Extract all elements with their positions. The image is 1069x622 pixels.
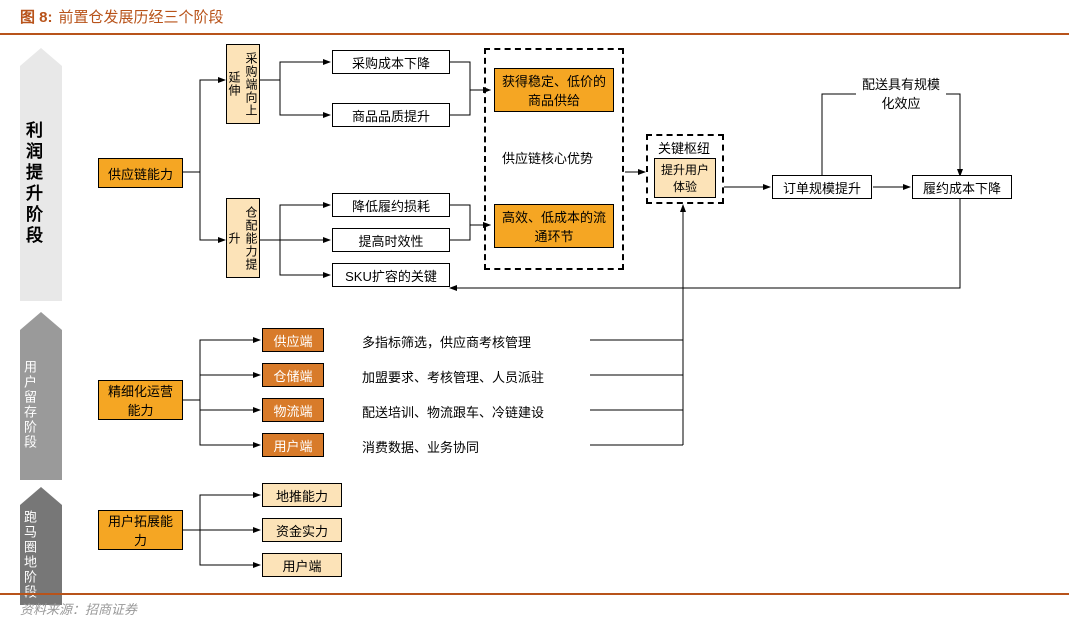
- node-order-up: 订单规模提升: [772, 175, 872, 199]
- stage-profit-label: 利润提升阶段: [20, 66, 45, 301]
- stage-profit: 利润提升阶段: [20, 66, 62, 301]
- desc-store: 加盟要求、考核管理、人员派驻: [360, 367, 546, 386]
- node-store-end: 仓储端: [262, 363, 324, 387]
- node-time-up: 提高时效性: [332, 228, 450, 252]
- label-key-hub: 关键枢纽: [656, 138, 712, 157]
- desc-supply: 多指标筛选，供应商考核管理: [360, 332, 533, 351]
- stage-expansion-label: 跑马圈地阶段: [20, 505, 39, 605]
- node-user-end2: 用户端: [262, 553, 342, 577]
- source-attribution: 资料来源：招商证券: [0, 593, 1069, 622]
- node-capital: 资金实力: [262, 518, 342, 542]
- node-fulfil-down: 履约成本下降: [912, 175, 1012, 199]
- node-efficient-flow: 高效、低成本的流通环节: [494, 204, 614, 248]
- node-ground: 地推能力: [262, 483, 342, 507]
- title-text: 前置仓发展历经三个阶段: [59, 6, 224, 27]
- node-quality-up: 商品品质提升: [332, 103, 450, 127]
- label-core-adv: 供应链核心优势: [500, 148, 595, 167]
- label-deliver-scale: 配送具有规模化效应: [856, 74, 946, 112]
- node-supply-end: 供应端: [262, 328, 324, 352]
- node-procure-up: 采购端向上延伸: [226, 44, 260, 124]
- diagram-canvas: 利润提升阶段 用户留存阶段 跑马圈地阶段: [0, 30, 1069, 596]
- desc-user: 消费数据、业务协同: [360, 437, 481, 456]
- node-user-end: 用户端: [262, 433, 324, 457]
- node-user-expand: 用户拓展能力: [98, 510, 183, 550]
- node-fine-ops: 精细化运营能力: [98, 380, 183, 420]
- desc-logis: 配送培训、物流跟车、冷链建设: [360, 402, 546, 421]
- stage-retention-label: 用户留存阶段: [20, 330, 39, 480]
- stage-expansion: 跑马圈地阶段: [20, 505, 62, 605]
- title-prefix: 图 8:: [20, 6, 53, 27]
- node-supply-chain: 供应链能力: [98, 158, 183, 188]
- node-ux-up: 提升用户体验: [654, 158, 716, 198]
- stage-retention: 用户留存阶段: [20, 330, 62, 480]
- node-logis-end: 物流端: [262, 398, 324, 422]
- node-sku-key: SKU扩容的关键: [332, 263, 450, 287]
- node-cost-down: 采购成本下降: [332, 50, 450, 74]
- node-stable-supply: 获得稳定、低价的商品供给: [494, 68, 614, 112]
- node-warehouse-up: 仓配能力提升: [226, 198, 260, 278]
- node-loss-down: 降低履约损耗: [332, 193, 450, 217]
